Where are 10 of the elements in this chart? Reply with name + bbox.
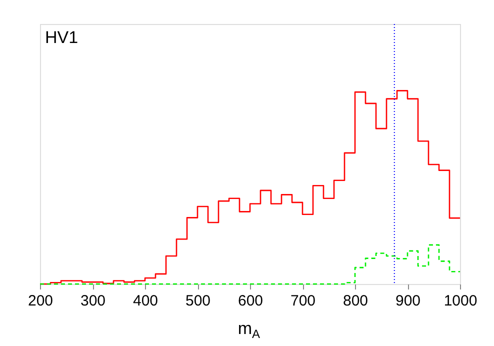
x-tick-label: 1000 bbox=[444, 292, 478, 310]
x-tick-label: 200 bbox=[28, 292, 54, 310]
x-tick-label: 400 bbox=[132, 292, 158, 310]
text: HV1 bbox=[45, 28, 78, 47]
x-tick-label: 700 bbox=[290, 292, 316, 310]
x-tick-label: 300 bbox=[80, 292, 106, 310]
x-tick-label: 500 bbox=[185, 292, 211, 310]
x-tick-label: 800 bbox=[342, 292, 368, 310]
x-tick-label: 600 bbox=[238, 292, 264, 310]
x-tick-label: 900 bbox=[395, 292, 421, 310]
